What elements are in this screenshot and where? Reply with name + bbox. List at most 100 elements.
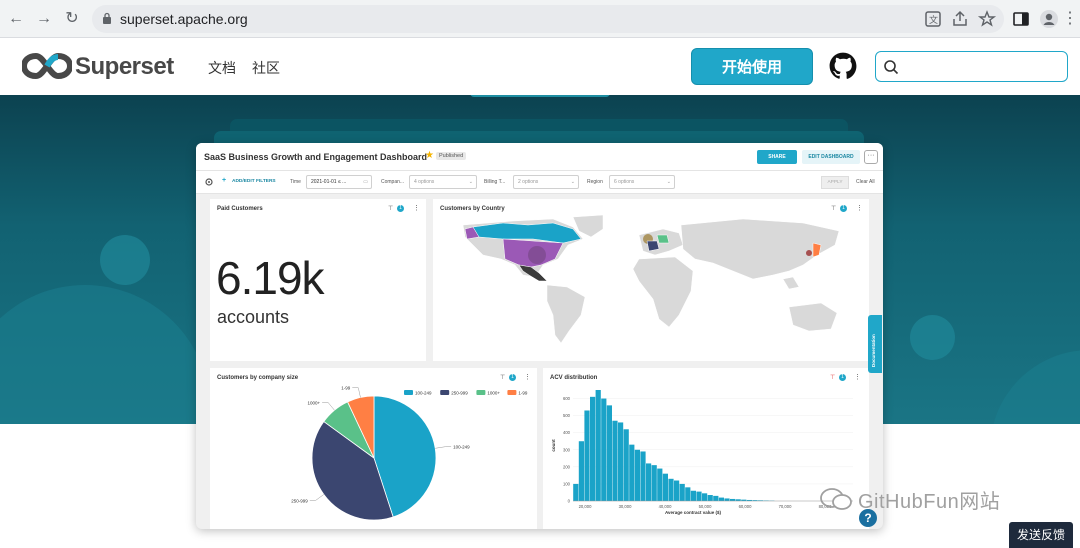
reload-icon[interactable]: ↻ xyxy=(65,10,79,27)
translate-icon[interactable]: 文 xyxy=(923,9,943,29)
pie-slice-1-99[interactable] xyxy=(347,395,375,459)
back-arrow-icon[interactable]: ← xyxy=(8,10,24,27)
legend-label-250-999[interactable]: 250-999 xyxy=(451,391,468,396)
map-region-southeast-asia[interactable] xyxy=(782,276,800,290)
map-bubble-japan[interactable] xyxy=(806,250,812,256)
github-icon[interactable] xyxy=(829,52,857,80)
histogram-bar[interactable] xyxy=(696,491,702,501)
filter-select-time[interactable]: 2021-01-01 ≤ ... ▭ xyxy=(306,175,372,189)
forward-arrow-icon[interactable]: → xyxy=(36,10,52,27)
help-icon[interactable]: ? xyxy=(859,509,877,527)
map-region-france[interactable] xyxy=(646,240,660,252)
legend-label-1000+[interactable]: 1000+ xyxy=(487,391,500,396)
map-region-africa[interactable] xyxy=(632,256,694,328)
legend-swatch-1-99[interactable] xyxy=(507,390,517,395)
histogram-bar[interactable] xyxy=(651,465,657,501)
histogram-bar[interactable] xyxy=(662,473,668,501)
histogram-bar[interactable] xyxy=(713,495,719,501)
histogram-bar[interactable] xyxy=(657,468,663,501)
map-region-germany[interactable] xyxy=(656,234,670,244)
browser-menu-icon[interactable]: ⋮ xyxy=(1062,10,1078,27)
favorite-star-icon[interactable]: ★ xyxy=(425,150,434,161)
address-bar[interactable]: superset.apache.org xyxy=(92,5,1004,33)
filter-icon[interactable]: ⊤ xyxy=(831,206,837,212)
map-region-asia[interactable] xyxy=(680,218,840,280)
histogram-bar[interactable] xyxy=(640,451,646,501)
histogram-bar[interactable] xyxy=(612,420,618,501)
clear-all-button[interactable]: Clear All xyxy=(856,179,875,185)
histogram-bar[interactable] xyxy=(634,449,640,501)
pie-slice-250-999[interactable] xyxy=(311,420,394,521)
bookmark-star-icon[interactable] xyxy=(977,9,997,29)
filter-icon[interactable]: ⊤ xyxy=(830,375,836,381)
map-region-australia[interactable] xyxy=(788,302,838,332)
legend-swatch-100-249[interactable] xyxy=(404,390,413,395)
histogram-bar[interactable] xyxy=(618,422,624,501)
more-options-button[interactable]: ··· xyxy=(864,150,878,164)
histogram-bar[interactable] xyxy=(606,405,612,501)
legend-label-1-99[interactable]: 1-99 xyxy=(518,391,528,396)
map-region-south-america[interactable] xyxy=(546,284,586,344)
panel-menu-icon[interactable]: ⋮ xyxy=(524,374,531,381)
apply-button[interactable]: APPLY xyxy=(821,176,849,189)
filter-select-region[interactable]: 6 options ⌄ xyxy=(609,175,675,189)
nav-link-docs[interactable]: 文档 xyxy=(208,60,236,76)
share-button[interactable]: SHARE xyxy=(757,150,797,164)
histogram-bar[interactable] xyxy=(707,495,713,501)
histogram-bar[interactable] xyxy=(584,410,590,501)
histogram-bar[interactable] xyxy=(735,499,741,501)
panel-menu-icon[interactable]: ⋮ xyxy=(854,374,861,381)
documentation-tab[interactable]: Documentation xyxy=(868,315,882,373)
histogram-bar[interactable] xyxy=(629,444,635,501)
add-filters-button[interactable]: ADD/EDIT FILTERS xyxy=(232,179,276,184)
get-started-button[interactable]: 开始使用 xyxy=(691,48,813,85)
histogram-bar[interactable] xyxy=(595,390,601,501)
histogram-bar[interactable] xyxy=(578,441,584,501)
histogram-bar[interactable] xyxy=(746,499,752,501)
legend-swatch-250-999[interactable] xyxy=(440,390,450,395)
brand-name[interactable]: Superset xyxy=(75,53,174,80)
pie-slice-100-249[interactable] xyxy=(373,395,437,518)
histogram-bar[interactable] xyxy=(724,498,730,501)
profile-avatar-icon[interactable] xyxy=(1039,9,1059,29)
histogram-bar[interactable] xyxy=(668,478,674,501)
histogram-bar[interactable] xyxy=(690,490,696,501)
edit-dashboard-button[interactable]: EDIT DASHBOARD xyxy=(802,150,860,164)
gear-icon[interactable] xyxy=(204,177,214,187)
histogram-bar[interactable] xyxy=(702,493,708,501)
histogram-bar[interactable] xyxy=(758,500,764,501)
histogram-bar[interactable] xyxy=(573,483,579,501)
histogram-bar[interactable] xyxy=(646,463,652,501)
legend-swatch-1000+[interactable] xyxy=(476,390,486,395)
histogram-bar[interactable] xyxy=(623,429,629,501)
histogram-bar[interactable] xyxy=(590,396,596,501)
histogram-bar[interactable] xyxy=(718,497,724,501)
histogram-bar[interactable] xyxy=(601,398,607,501)
histogram-bar[interactable] xyxy=(674,480,680,501)
panel-menu-icon[interactable]: ⋮ xyxy=(856,205,863,212)
map-region-greenland[interactable] xyxy=(572,215,604,238)
map-region-japan[interactable] xyxy=(812,242,822,258)
map-region-alaska[interactable] xyxy=(464,226,480,240)
side-panel-icon[interactable] xyxy=(1011,9,1031,29)
map-bubble-usa[interactable] xyxy=(528,246,546,264)
filter-select-company[interactable]: 4 options ⌄ xyxy=(409,175,477,189)
histogram-bar[interactable] xyxy=(752,500,758,501)
filter-select-billing[interactable]: 2 options ⌄ xyxy=(513,175,579,189)
panel-menu-icon[interactable]: ⋮ xyxy=(413,205,420,212)
search-input[interactable] xyxy=(875,51,1068,82)
feedback-button[interactable]: 发送反馈 xyxy=(1009,522,1073,548)
histogram-bar[interactable] xyxy=(730,498,736,501)
share-icon[interactable] xyxy=(950,9,970,29)
map-region-mexico[interactable] xyxy=(518,264,548,282)
filter-icon[interactable]: ⊤ xyxy=(500,375,506,381)
map-region-canada[interactable] xyxy=(472,222,582,244)
histogram-bar[interactable] xyxy=(741,499,747,501)
histogram-bar[interactable] xyxy=(685,487,691,501)
nav-link-community[interactable]: 社区 xyxy=(252,60,280,76)
legend-label-100-249[interactable]: 100-249 xyxy=(415,391,432,396)
histogram-bar[interactable] xyxy=(763,500,769,501)
filter-icon[interactable]: ⊤ xyxy=(388,206,394,212)
superset-logo-icon[interactable] xyxy=(22,52,72,80)
histogram-bar[interactable] xyxy=(679,483,685,501)
